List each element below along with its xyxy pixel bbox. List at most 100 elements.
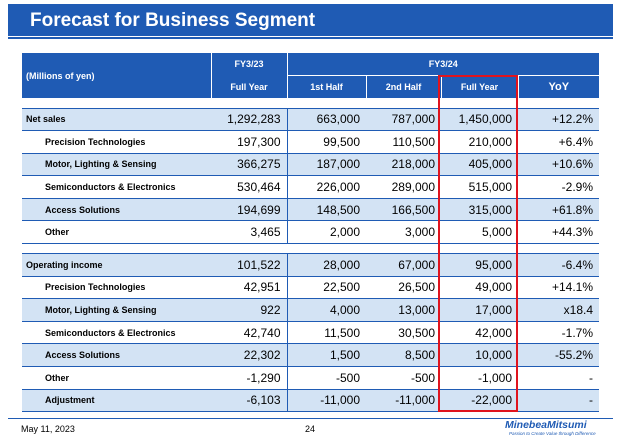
table-row: Motor, Lighting & Sensing 366,275 187,00… — [22, 153, 600, 177]
row-label: Net sales — [22, 107, 211, 132]
cell-fy23: 101,522 — [211, 253, 288, 277]
col-full-year: Full Year — [440, 74, 518, 98]
col-fy23-full-year: Full Year — [210, 75, 287, 98]
title-divider — [8, 37, 613, 39]
cell-first-half: 226,000 — [287, 175, 366, 199]
cell-fy23: 922 — [211, 298, 288, 322]
cell-yoy: +14.1% — [518, 276, 600, 300]
row-label: Precision Technologies — [22, 276, 211, 300]
cell-yoy: +12.2% — [518, 107, 600, 132]
table-row: Other 3,465 2,000 3,000 5,000 +44.3% — [22, 220, 600, 245]
cell-first-half: 99,500 — [287, 130, 366, 154]
cell-second-half: -500 — [366, 366, 441, 390]
company-logo: MinebeaMitsumi Passion to Create Value t… — [505, 419, 617, 437]
unit-label: (Millions of yen) — [22, 53, 211, 98]
footer-divider — [8, 418, 613, 419]
cell-first-half: 1,500 — [287, 343, 366, 368]
table-row: Other -1,290 -500 -500 -1,000 - — [22, 366, 600, 390]
row-label: Motor, Lighting & Sensing — [22, 153, 211, 177]
cell-fy23: 366,275 — [211, 153, 288, 177]
row-label: Adjustment — [22, 389, 211, 413]
col-fy24: FY3/24 — [286, 53, 600, 75]
cell-first-half: -500 — [287, 366, 366, 390]
header-row-1: (Millions of yen) FY3/23 FY3/24 — [22, 53, 600, 98]
table-row: Semiconductors & Electronics 530,464 226… — [22, 175, 600, 199]
cell-second-half: 67,000 — [366, 253, 441, 277]
cell-full-year: 1,450,000 — [441, 107, 518, 132]
cell-fy23: 194,699 — [211, 198, 288, 222]
footer-date: May 11, 2023 — [21, 424, 75, 434]
cell-first-half: 4,000 — [287, 298, 366, 322]
table-row-net-sales: Net sales 1,292,283 663,000 787,000 1,45… — [22, 107, 600, 132]
col-second-half: 2nd Half — [365, 74, 441, 98]
row-label: Semiconductors & Electronics — [22, 321, 211, 345]
cell-yoy: -1.7% — [518, 321, 600, 345]
cell-full-year: 315,000 — [441, 198, 518, 222]
row-label: Access Solutions — [22, 198, 211, 222]
cell-second-half: 30,500 — [366, 321, 441, 345]
row-label: Precision Technologies — [22, 130, 211, 154]
cell-second-half: 13,000 — [366, 298, 441, 322]
page-number: 24 — [305, 424, 316, 434]
cell-fy23: 197,300 — [211, 130, 288, 154]
cell-fy23: -6,103 — [211, 389, 288, 413]
logo-tagline: Passion to Create Value through Differen… — [509, 431, 596, 436]
cell-first-half: 187,000 — [287, 153, 366, 177]
cell-first-half: -11,000 — [287, 389, 366, 413]
cell-full-year: 10,000 — [441, 343, 518, 368]
row-label: Other — [22, 220, 211, 245]
forecast-table: (Millions of yen) FY3/23 FY3/24 Full Yea… — [22, 53, 600, 413]
table-row: Semiconductors & Electronics 42,740 11,5… — [22, 321, 600, 345]
table-row-operating-income: Operating income 101,522 28,000 67,000 9… — [22, 253, 600, 277]
cell-fy23: 1,292,283 — [211, 107, 288, 132]
page-title: Forecast for Business Segment — [30, 10, 316, 31]
table-row: Motor, Lighting & Sensing 922 4,000 13,0… — [22, 298, 600, 322]
col-first-half: 1st Half — [286, 74, 366, 98]
cell-first-half: 11,500 — [287, 321, 366, 345]
cell-fy23: -1,290 — [211, 366, 288, 390]
cell-full-year: 49,000 — [441, 276, 518, 300]
cell-first-half: 22,500 — [287, 276, 366, 300]
cell-second-half: 787,000 — [366, 107, 441, 132]
cell-yoy: +44.3% — [518, 220, 600, 245]
cell-yoy: -6.4% — [518, 253, 600, 277]
table-row: Access Solutions 22,302 1,500 8,500 10,0… — [22, 343, 600, 368]
row-label: Other — [22, 366, 211, 390]
cell-second-half: 3,000 — [366, 220, 441, 245]
cell-yoy: - — [518, 389, 600, 413]
cell-full-year: 405,000 — [441, 153, 518, 177]
table-row: Adjustment -6,103 -11,000 -11,000 -22,00… — [22, 389, 600, 413]
cell-yoy: +6.4% — [518, 130, 600, 154]
cell-second-half: -11,000 — [366, 389, 441, 413]
cell-second-half: 218,000 — [366, 153, 441, 177]
cell-yoy: x18.4 — [518, 298, 600, 322]
row-label: Semiconductors & Electronics — [22, 175, 211, 199]
cell-yoy: +61.8% — [518, 198, 600, 222]
cell-full-year: 42,000 — [441, 321, 518, 345]
cell-first-half: 663,000 — [287, 107, 366, 132]
cell-full-year: 515,000 — [441, 175, 518, 199]
cell-fy23: 22,302 — [211, 343, 288, 368]
table-row: Precision Technologies 42,951 22,500 26,… — [22, 276, 600, 300]
cell-fy23: 42,740 — [211, 321, 288, 345]
col-yoy: YoY — [517, 74, 600, 98]
col-fy23: FY3/23 — [210, 53, 287, 75]
cell-yoy: - — [518, 366, 600, 390]
cell-first-half: 28,000 — [287, 253, 366, 277]
cell-second-half: 289,000 — [366, 175, 441, 199]
spacer-row — [22, 98, 599, 108]
cell-fy23: 42,951 — [211, 276, 288, 300]
spacer-row — [22, 244, 599, 254]
cell-full-year: -1,000 — [441, 366, 518, 390]
cell-first-half: 2,000 — [287, 220, 366, 245]
cell-full-year: -22,000 — [441, 389, 518, 413]
table-body: Net sales 1,292,283 663,000 787,000 1,45… — [22, 98, 600, 413]
row-label: Operating income — [22, 253, 211, 277]
cell-yoy: -2.9% — [518, 175, 600, 199]
cell-second-half: 26,500 — [366, 276, 441, 300]
table-row: Precision Technologies 197,300 99,500 11… — [22, 130, 600, 154]
cell-yoy: -55.2% — [518, 343, 600, 368]
cell-first-half: 148,500 — [287, 198, 366, 222]
cell-second-half: 8,500 — [366, 343, 441, 368]
table-row: Access Solutions 194,699 148,500 166,500… — [22, 198, 600, 222]
